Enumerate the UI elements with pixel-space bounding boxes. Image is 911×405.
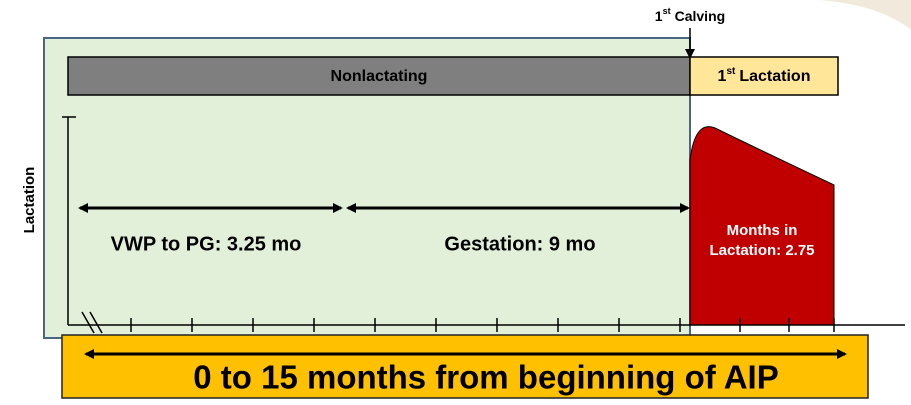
ordinal: 1 [655,8,663,24]
axis-break [81,311,95,334]
nonlactating-bar [67,56,691,96]
y-axis-label: Lactation [21,167,38,234]
lactation-months: Months in Lactation: 2.75 [709,222,814,259]
line: Lactation: 2.75 [709,242,814,259]
axis-break [89,311,103,334]
decoration [820,0,911,30]
lactation-curve [689,126,835,326]
ordinal-suffix: st [726,66,736,77]
calving-label: 1st Calving [655,6,725,23]
calving-text: Calving [675,8,726,24]
x-axis-ticks [130,318,835,332]
vwp-label: VWP to PG: 3.25 mo [111,233,302,255]
lactation-text: Lactation [739,68,810,85]
lactation-bar [689,56,839,96]
ordinal-suffix: st [663,6,671,16]
lactation-bar-label: 1st Lactation [718,66,811,86]
footer-box [61,334,869,399]
nonlactating-label: Nonlactating [331,68,428,85]
gestation-label: Gestation: 9 mo [444,233,595,255]
line: Months in [727,222,798,239]
ordinal: 1 [718,68,727,85]
footer-label: 0 to 15 months from beginning of AIP [193,359,778,396]
